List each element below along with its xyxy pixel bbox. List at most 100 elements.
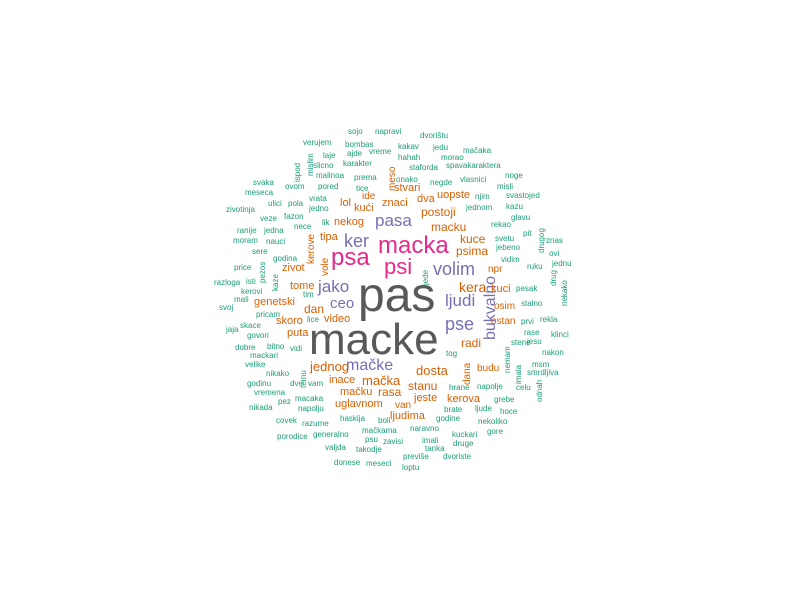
word-105: pit bbox=[523, 229, 532, 238]
word-38: tome bbox=[290, 280, 315, 292]
word-102: nece bbox=[294, 222, 312, 231]
word-7: volim bbox=[433, 259, 476, 279]
word-125: pesak bbox=[516, 284, 538, 293]
word-179: kuckari bbox=[452, 430, 478, 439]
word-187: psu bbox=[365, 435, 378, 444]
word-183: mačkama bbox=[362, 426, 397, 435]
word-110: znas bbox=[546, 236, 563, 245]
word-48: kerova bbox=[447, 393, 481, 405]
word-5: ker bbox=[344, 231, 370, 251]
word-83: ovom bbox=[285, 182, 305, 191]
word-149: nemam bbox=[503, 346, 512, 373]
word-10: ceo bbox=[330, 295, 355, 312]
word-173: haskija bbox=[340, 414, 365, 423]
word-192: dvoriste bbox=[443, 452, 472, 461]
word-28: znaci bbox=[382, 197, 408, 209]
word-135: rekla bbox=[540, 315, 558, 324]
word-136: jaja bbox=[226, 325, 239, 334]
word-160: napolje bbox=[477, 382, 503, 391]
word-85: tice bbox=[356, 184, 369, 193]
word-114: godina bbox=[273, 254, 298, 263]
word-46: ljudima bbox=[390, 410, 425, 422]
word-194: meseci bbox=[366, 459, 392, 468]
word-97: veze bbox=[260, 214, 277, 223]
word-55: ide bbox=[362, 191, 376, 202]
word-45: uglavnom bbox=[335, 398, 383, 410]
word-25: dan bbox=[304, 302, 325, 316]
word-88: meseca bbox=[245, 188, 274, 197]
word-98: fazon bbox=[284, 212, 304, 221]
word-15: dosta bbox=[416, 363, 448, 378]
word-89: vrata bbox=[309, 194, 327, 203]
word-175: godine bbox=[436, 414, 461, 423]
word-115: vidim bbox=[501, 255, 520, 264]
word-79: negde bbox=[430, 178, 453, 187]
word-17: macku bbox=[431, 220, 467, 234]
word-153: msm bbox=[532, 360, 550, 369]
word-106: moram bbox=[233, 236, 258, 245]
word-24: rasa bbox=[378, 385, 402, 399]
word-132: pricam bbox=[256, 310, 281, 319]
word-86: njim bbox=[475, 192, 490, 201]
word-167: grebe bbox=[494, 395, 515, 404]
word-75: spavakaraktera bbox=[446, 161, 501, 170]
word-53: npr bbox=[488, 264, 503, 275]
word-177: razume bbox=[302, 419, 329, 428]
word-155: smrdljiva bbox=[527, 368, 559, 377]
word-185: druge bbox=[453, 439, 474, 448]
word-147: mackari bbox=[250, 351, 279, 360]
word-193: donese bbox=[334, 458, 361, 467]
word-74: staforda bbox=[409, 163, 438, 172]
word-20: radi bbox=[461, 336, 482, 350]
word-40: skoro bbox=[276, 315, 303, 327]
word-14: kera bbox=[459, 279, 487, 295]
word-122: razloga bbox=[214, 278, 241, 287]
word-162: vremena bbox=[254, 388, 286, 397]
word-0: pas bbox=[358, 269, 436, 322]
word-134: prvi bbox=[521, 317, 534, 326]
word-63: mačaka bbox=[463, 146, 492, 155]
word-19: kuce bbox=[460, 232, 486, 246]
word-99: glavu bbox=[511, 213, 531, 222]
word-170: ljude bbox=[475, 404, 492, 413]
word-178: naravno bbox=[410, 424, 439, 433]
word-77: prema bbox=[354, 173, 377, 182]
word-41: puta bbox=[287, 327, 309, 339]
word-61: dvorištu bbox=[420, 131, 449, 140]
word-156: godinu bbox=[247, 379, 272, 388]
word-9: ljudi bbox=[445, 291, 476, 310]
word-171: hoce bbox=[500, 407, 518, 416]
word-188: takodje bbox=[356, 445, 382, 454]
word-128: mali bbox=[234, 295, 249, 304]
word-130: tim bbox=[303, 290, 314, 299]
word-16: postoji bbox=[421, 205, 456, 219]
word-165: nikada bbox=[249, 403, 273, 412]
word-139: klinci bbox=[551, 330, 569, 339]
word-2: macka bbox=[378, 232, 449, 259]
word-111: sere bbox=[252, 247, 268, 256]
word-34: tipa bbox=[320, 231, 338, 243]
word-37: zivot bbox=[282, 262, 305, 274]
word-113: ovi bbox=[549, 249, 560, 258]
word-120: drug bbox=[549, 269, 558, 286]
word-50: dana bbox=[462, 362, 473, 385]
word-44: mačku bbox=[340, 386, 373, 398]
word-172: covek bbox=[276, 416, 297, 425]
word-103: lik bbox=[322, 218, 330, 227]
word-126: nekako bbox=[560, 280, 569, 306]
word-133: lice bbox=[307, 315, 320, 324]
word-26: kuci bbox=[491, 283, 511, 295]
word-6: pasa bbox=[375, 211, 412, 230]
word-131: stalno bbox=[521, 299, 543, 308]
word-68: hahah bbox=[398, 153, 421, 162]
word-118: jede bbox=[421, 269, 430, 285]
word-119: ruku bbox=[527, 262, 543, 271]
word-127: kerovi bbox=[241, 287, 263, 296]
word-195: loptu bbox=[402, 463, 420, 472]
word-94: jedno bbox=[309, 204, 329, 213]
word-3: psa bbox=[331, 244, 370, 271]
word-36: kerove bbox=[306, 233, 317, 264]
word-182: generalno bbox=[313, 430, 349, 439]
word-124: kaze bbox=[271, 274, 280, 291]
word-8: jako bbox=[318, 277, 350, 296]
